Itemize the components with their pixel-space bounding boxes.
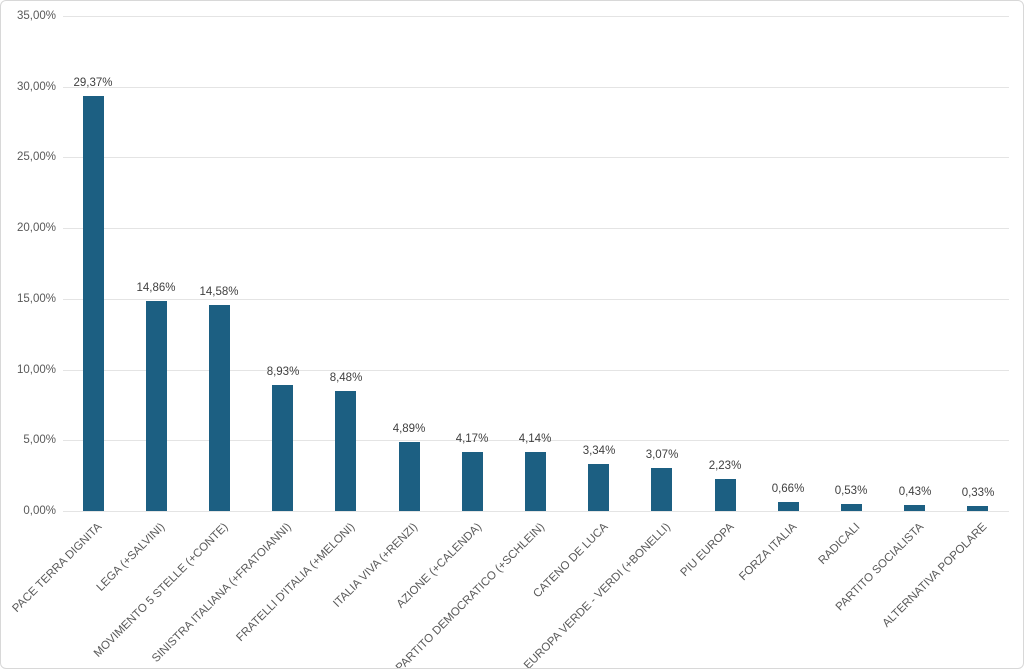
bar [462, 452, 483, 511]
gridline [63, 511, 1009, 512]
x-axis-label: SINISTRA ITALIANA (+FRATOIANNI) [150, 521, 295, 665]
bar [335, 391, 356, 511]
bar [651, 467, 672, 511]
gridline [63, 370, 1009, 371]
y-axis-tick-label: 0,00% [23, 505, 56, 517]
x-axis-label: PIU EUROPA [678, 521, 737, 580]
gridline [63, 16, 1009, 17]
bar-value-label: 29,37% [73, 77, 113, 89]
bar-value-label: 0,43% [898, 486, 932, 498]
x-axis-label: FRATELLI D'ITALIA (+MELONI) [234, 521, 358, 644]
y-axis-tick-label: 20,00% [16, 222, 56, 234]
y-axis-tick-label: 35,00% [16, 10, 56, 22]
gridline [63, 299, 1009, 300]
bar-value-label: 8,48% [329, 372, 363, 384]
bar [588, 463, 609, 511]
bar-value-label: 0,53% [834, 485, 868, 497]
gridline [63, 440, 1009, 441]
x-axis-label: LEGA (+SALVINI) [94, 521, 168, 594]
x-axis-label: RADICALI [816, 521, 863, 567]
bar-value-label: 3,34% [582, 445, 616, 457]
y-axis-tick-label: 5,00% [23, 434, 56, 446]
bar-value-label: 2,23% [708, 460, 742, 472]
x-axis-label: PACE TERRA DIGNITA [10, 521, 105, 615]
bar [967, 506, 988, 511]
bar [778, 501, 799, 511]
x-axis-label: MOVIMENTO 5 STELLE (+CONTE) [92, 521, 231, 660]
bar [904, 504, 925, 511]
bar-value-label: 8,93% [266, 366, 300, 378]
bar [209, 304, 230, 511]
bar-value-label: 4,17% [455, 433, 489, 445]
gridline [63, 228, 1009, 229]
bar [399, 441, 420, 511]
bar-value-label: 14,58% [199, 286, 239, 298]
gridline [63, 157, 1009, 158]
bar [83, 95, 104, 511]
bar [715, 479, 736, 511]
bar-value-label: 14,86% [136, 282, 176, 294]
x-axis-label: FORZA ITALIA [737, 521, 800, 584]
y-axis-tick-label: 25,00% [16, 151, 56, 163]
bar [841, 503, 862, 511]
bar [525, 452, 546, 511]
bar [272, 384, 293, 511]
y-axis-tick-label: 30,00% [16, 81, 56, 93]
y-axis-tick-label: 10,00% [16, 364, 56, 376]
y-axis-tick-label: 15,00% [16, 293, 56, 305]
bar-value-label: 3,07% [645, 449, 679, 461]
bar-value-label: 0,66% [771, 483, 805, 495]
x-axis-label: ALTERNATIVA POPOLARE [880, 521, 990, 630]
bar [146, 300, 167, 511]
bar-value-label: 4,14% [518, 433, 552, 445]
bar-value-label: 4,89% [392, 423, 426, 435]
gridline [63, 87, 1009, 88]
bar-value-label: 0,33% [961, 487, 995, 499]
